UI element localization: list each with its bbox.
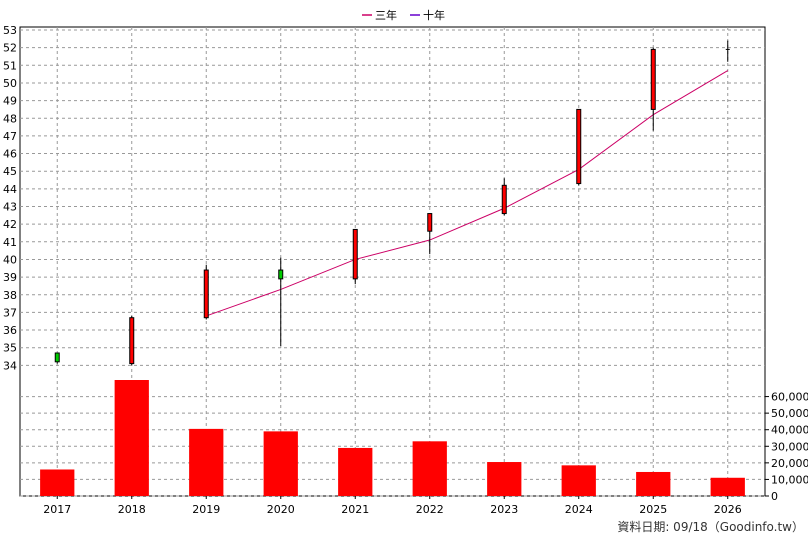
legend-label: 十年 [423,8,445,22]
price-tick-label: 35 [3,342,17,355]
year-tick-label: 2023 [490,503,518,516]
price-tick-label: 38 [3,289,17,302]
moving-average-lines [206,70,729,317]
grid-lines [20,27,765,497]
year-tick-label: 2026 [714,503,742,516]
price-tick-label: 42 [3,218,17,231]
volume-bar [636,471,671,496]
candle-body [129,317,135,365]
candle-body [501,184,507,215]
year-tick-label: 2025 [639,503,667,516]
volume-tick-label: 20,000 [771,457,808,470]
volume-bars [40,380,745,496]
price-tick-label: 50 [3,77,17,90]
candle-body [576,108,582,185]
year-tick-label: 2017 [43,503,71,516]
volume-bar [263,431,298,496]
volume-tick-label: 60,000 [771,391,808,404]
candle-body [54,352,60,363]
candle-body [427,213,433,232]
price-tick-label: 37 [3,306,17,319]
volume-tick-label: 0 [771,490,778,503]
price-tick-label: 45 [3,165,17,178]
volume-bar [338,447,373,496]
price-axis-ticks: 34 35 36 37 38 39 40 41 42 43 44 45 46 47 48 49 50 51 52 53 [3,24,17,372]
year-tick-label: 2020 [267,503,295,516]
volume-bar [710,477,745,496]
candle-body [650,48,656,110]
volume-tick-label: 30,000 [771,440,808,453]
data-date-footer: 資料日期: 09/18（Goodinfo.tw） [617,520,804,534]
year-tick-label: 2022 [416,503,444,516]
price-tick-label: 49 [3,95,17,108]
volume-bar [412,441,447,496]
candle-body [278,269,284,280]
price-tick-label: 39 [3,271,17,284]
volume-bar [561,465,596,496]
price-tick-label: 36 [3,324,17,337]
volume-axis-ticks: 0 10,000 20,000 30,000 40,000 50,000 60,000 [764,380,808,503]
volume-bar [114,380,149,496]
price-tick-label: 46 [3,148,17,161]
price-tick-label: 51 [3,59,17,72]
price-tick-label: 48 [3,112,17,125]
legend-label: 三年 [375,8,397,22]
price-tick-label: 44 [3,183,17,196]
price-tick-label: 53 [3,24,17,37]
year-tick-label: 2024 [565,503,593,516]
volume-tick-label: 40,000 [771,424,808,437]
volume-bar [40,469,75,496]
candle-body [203,269,209,319]
candlesticks [54,40,730,366]
price-tick-label: 34 [3,359,17,372]
price-tick-label: 40 [3,253,17,266]
candle-body [352,228,358,280]
price-tick-label: 47 [3,130,17,143]
year-tick-label: 2021 [341,503,369,516]
volume-bar [189,428,224,496]
price-tick-label: 43 [3,201,17,214]
volume-tick-label: 10,000 [771,473,808,486]
price-tick-label: 52 [3,42,17,55]
series-line [206,70,729,317]
legend: 三年 十年 [362,8,445,22]
year-axis-ticks: 2017 2018 2019 2020 2021 2022 2023 2024 2025 2026 [43,496,742,516]
volume-tick-label: 50,000 [771,407,808,420]
year-tick-label: 2018 [118,503,146,516]
price-tick-label: 41 [3,236,17,249]
year-tick-label: 2019 [192,503,220,516]
volume-bar [487,462,522,496]
